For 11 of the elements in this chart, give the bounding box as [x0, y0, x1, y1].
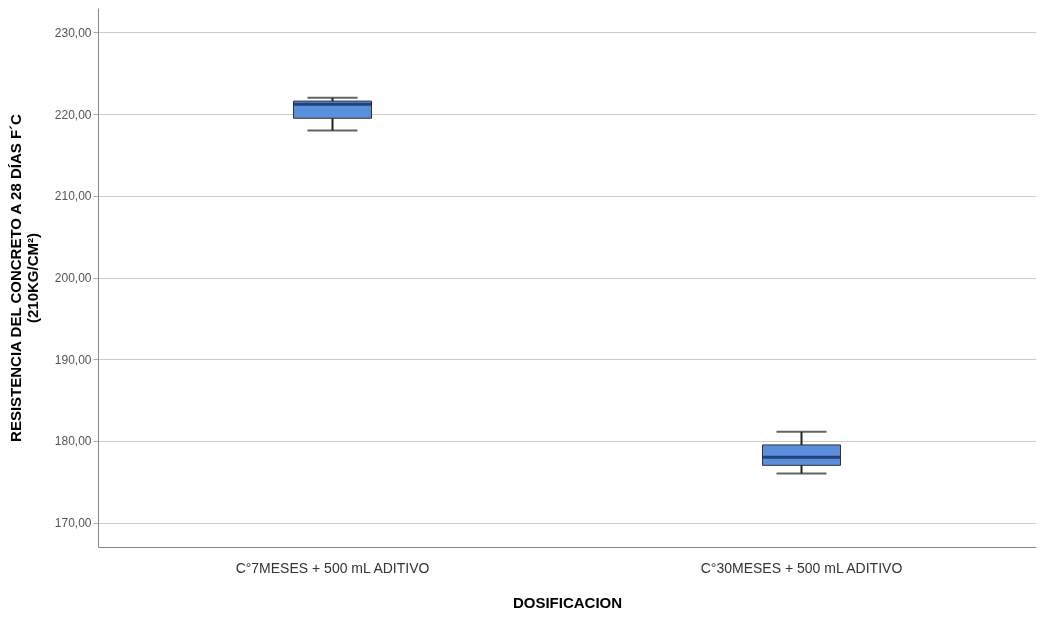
- y-tick-label: 200,00: [54, 271, 92, 285]
- y-tick-label: 230,00: [54, 26, 92, 40]
- y-tick-label: 220,00: [54, 107, 92, 122]
- y-tick-label: 180,00: [54, 434, 92, 449]
- x-axis-title: DOSIFICACION: [512, 593, 623, 611]
- x-tick-label: C°30MESES + 500 mL ADITIVO: [700, 559, 903, 576]
- x-tick-label: C°7MESES + 500 mL ADITIVO: [235, 559, 430, 576]
- y-tick-label: 170,00: [54, 516, 92, 530]
- y-tick-label: 190,00: [54, 352, 92, 367]
- y-tick-label: 210,00: [54, 189, 92, 204]
- y-axis-title: RESISTENCIA DEL CONCRETO A 28 DÍAS F´C (210KG/CM²): [6, 113, 41, 442]
